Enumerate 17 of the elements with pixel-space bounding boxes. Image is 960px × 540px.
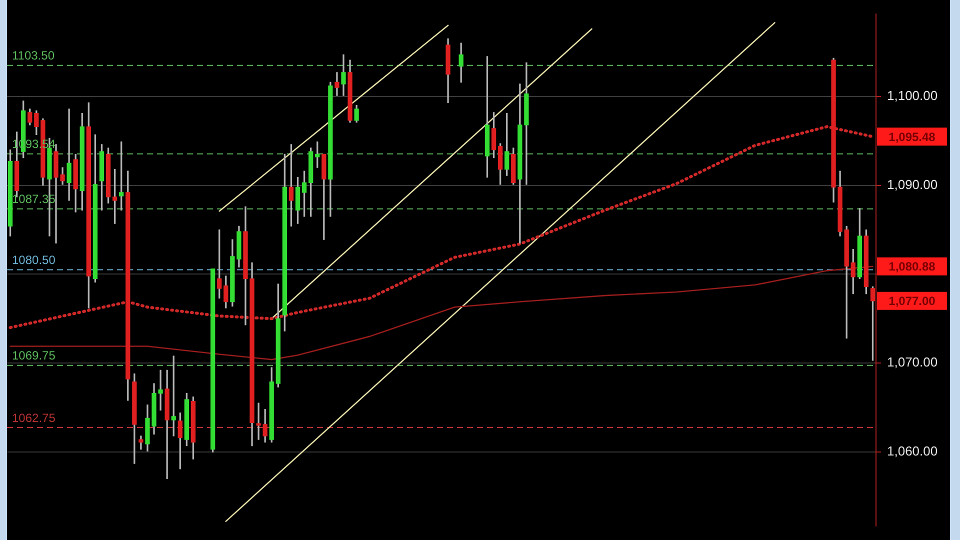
candlestick bbox=[334, 72, 340, 96]
ref-line-label: 1062.75 bbox=[12, 410, 56, 425]
candlestick bbox=[138, 436, 144, 450]
ref-line-label: 1103.50 bbox=[12, 48, 55, 63]
data-label: 1,080.88 bbox=[888, 260, 936, 274]
candlestick bbox=[524, 62, 529, 185]
y-tick-label: 1,100.00 bbox=[887, 88, 938, 104]
text: 1,077.00 bbox=[888, 294, 936, 308]
data-label: 1,095.48 bbox=[888, 130, 936, 144]
candlestick bbox=[66, 108, 72, 201]
ref-line-label: 1080.50 bbox=[12, 253, 56, 268]
y-tick-label: 1,060.00 bbox=[887, 444, 938, 459]
line-series bbox=[8, 125, 874, 330]
candlestick bbox=[256, 402, 261, 440]
y-tick-label: 1,070.00 bbox=[887, 354, 938, 370]
ref-line-label: 1069.75 bbox=[12, 348, 56, 363]
y-tick-label: 1,090.00 bbox=[887, 176, 938, 192]
